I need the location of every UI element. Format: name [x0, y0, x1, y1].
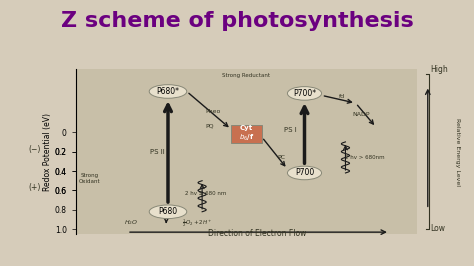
Text: 2 hv > 680nm: 2 hv > 680nm: [346, 155, 385, 160]
Text: Pheo: Pheo: [206, 109, 221, 114]
Ellipse shape: [149, 205, 187, 219]
Y-axis label: Redox Potential (eV): Redox Potential (eV): [43, 113, 52, 191]
Text: Low: Low: [430, 224, 446, 233]
Text: P680*: P680*: [156, 87, 180, 96]
Text: P680: P680: [158, 207, 178, 216]
Text: PQ: PQ: [206, 123, 214, 128]
Text: $\frac{1}{2}O_2 + 2H^+$: $\frac{1}{2}O_2 + 2H^+$: [182, 218, 212, 229]
Ellipse shape: [149, 85, 187, 98]
Ellipse shape: [287, 87, 321, 100]
Text: Direction of Electron Flow: Direction of Electron Flow: [208, 228, 306, 238]
Text: Cyt
$b_6$/f: Cyt $b_6$/f: [239, 125, 254, 143]
Ellipse shape: [287, 166, 321, 180]
Text: (+): (+): [29, 184, 41, 192]
Text: High: High: [430, 65, 448, 74]
Text: P700: P700: [295, 168, 314, 177]
FancyBboxPatch shape: [231, 126, 262, 143]
Text: fd: fd: [338, 94, 345, 99]
Text: PC: PC: [277, 155, 285, 160]
Text: P700*: P700*: [293, 89, 316, 98]
Text: PS II: PS II: [150, 148, 165, 155]
Text: 2 hv ≤ 680 nm: 2 hv ≤ 680 nm: [185, 191, 226, 196]
Text: Z scheme of photosynthesis: Z scheme of photosynthesis: [61, 11, 413, 31]
Text: Relative Energy Level: Relative Energy Level: [455, 118, 460, 186]
Text: Strong
Oxidant: Strong Oxidant: [79, 173, 100, 184]
Text: PS I: PS I: [284, 127, 297, 133]
Text: (−): (−): [29, 145, 41, 154]
Text: $H_2O$: $H_2O$: [124, 218, 138, 227]
Text: NADP: NADP: [352, 112, 370, 117]
Text: Strong Reductant: Strong Reductant: [222, 73, 271, 78]
